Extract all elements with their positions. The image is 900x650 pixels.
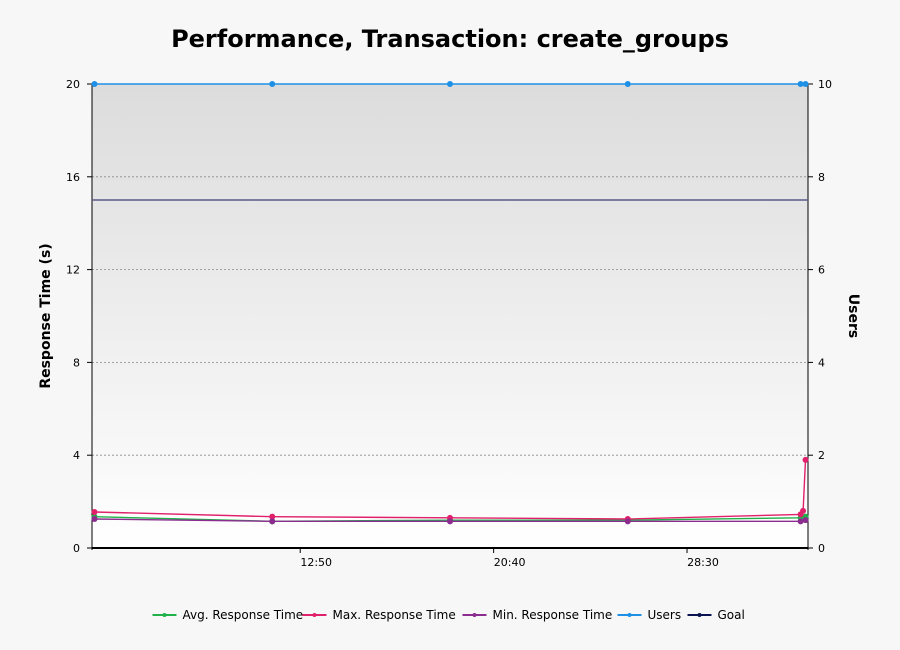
x-tick-label: 20:40 [494,556,526,569]
legend-label: Avg. Response Time [183,608,304,622]
y-tick-label: 4 [73,449,80,462]
data-point [800,507,807,514]
y2-tick-label: 4 [818,356,825,369]
y-axis-title: Response Time (s) [38,243,54,388]
y2-tick-label: 2 [818,449,825,462]
legend: Avg. Response Time Max. Response Time Min.… [152,608,745,622]
legend-label: Users [648,608,682,622]
data-point [797,518,804,525]
data-point [269,518,276,525]
legend-label: Min. Response Time [493,608,613,622]
legend-item: Avg. Response Time [152,608,304,622]
legend-marker [697,613,702,617]
legend-item: Goal [687,608,745,622]
data-point [797,81,804,87]
legend-marker [312,613,317,617]
data-point [802,517,809,524]
data-point [802,456,809,463]
y-tick-label: 8 [73,356,80,369]
data-point [269,81,276,87]
legend-item: Max. Response Time [302,608,456,622]
data-point [802,81,809,87]
legend-marker [627,613,632,617]
data-point [269,513,276,520]
y-tick-label: 16 [66,171,80,184]
legend-label: Max. Response Time [333,608,456,622]
y2-tick-label: 10 [818,78,832,91]
legend-marker [162,613,167,617]
y-tick-label: 20 [66,78,80,91]
data-point [447,518,453,525]
y-tick-label: 0 [73,542,80,555]
y2-tick-label: 0 [818,542,825,555]
legend-marker [472,613,477,617]
data-point [91,509,98,516]
data-point [624,518,631,525]
data-point [624,81,631,87]
legend-item: Min. Response Time [462,608,613,622]
data-point [91,516,98,522]
data-point [91,81,98,87]
axes: 0 4 8 12 16 20 0 2 4 6 8 10 12:50 20:40 28:30 [66,78,832,569]
plot-area [92,84,808,548]
y-tick-label: 12 [66,264,80,277]
y2-tick-label: 6 [818,264,825,277]
y2-axis-title: Users [845,294,861,338]
x-tick-label: 28:30 [687,556,719,569]
x-tick-label: 12:50 [300,556,332,569]
y2-tick-label: 8 [818,171,825,184]
data-point [447,81,453,87]
chart-title: Performance, Transaction: create_groups [171,25,729,53]
legend-item: Users [617,608,682,622]
legend-label: Goal [718,608,745,622]
series-layer [91,81,809,525]
